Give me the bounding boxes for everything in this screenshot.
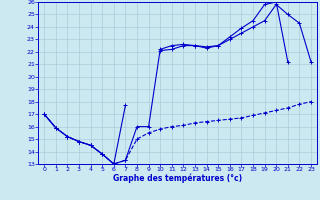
X-axis label: Graphe des températures (°c): Graphe des températures (°c)	[113, 174, 242, 183]
